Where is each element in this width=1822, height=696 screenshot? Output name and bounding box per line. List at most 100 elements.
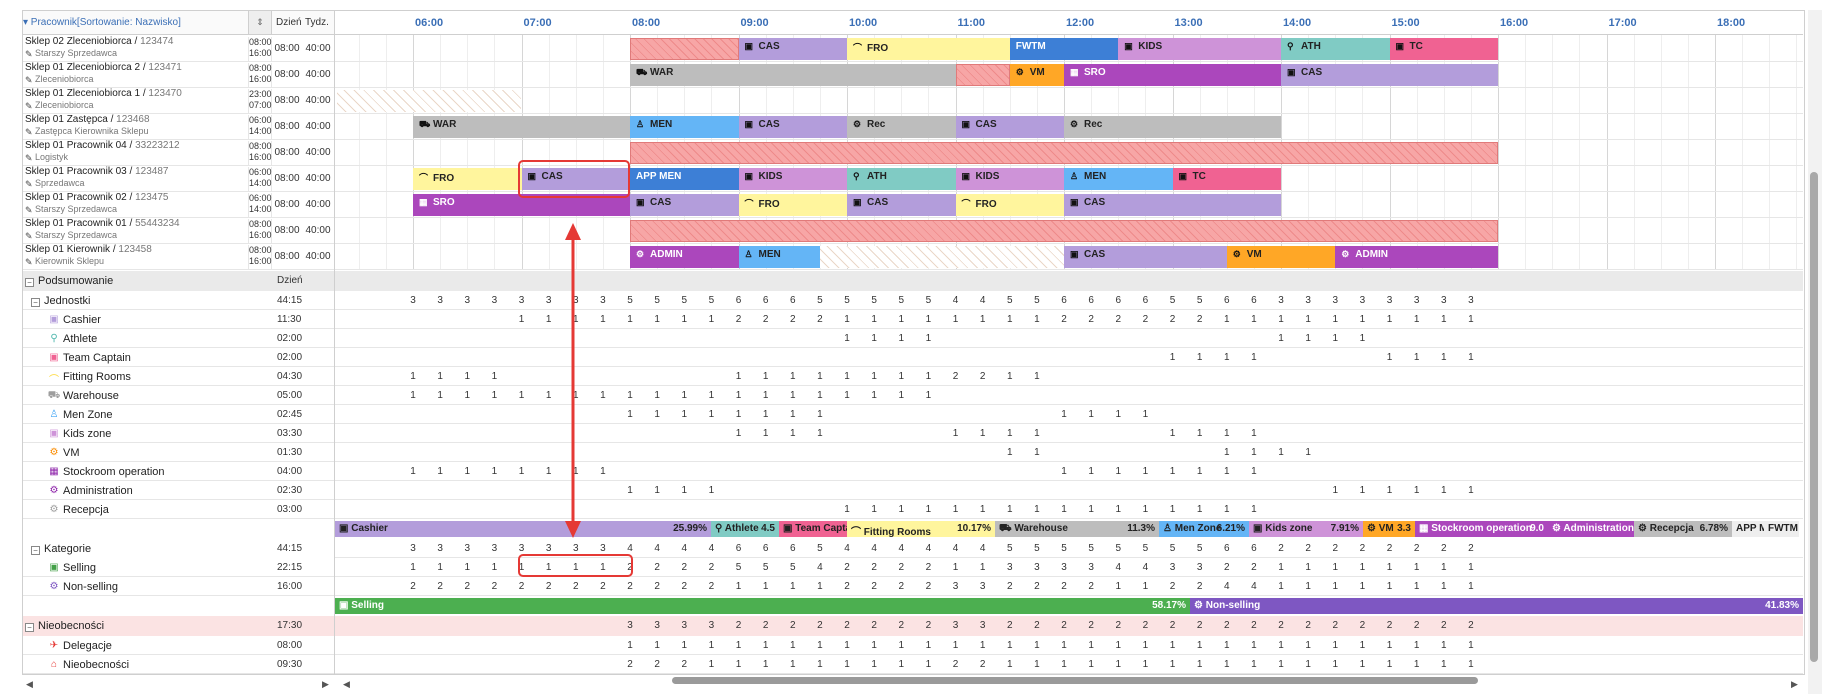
unit-bar-segment[interactable]: ♙ Men Zone 6.21% [1159, 521, 1249, 537]
shift-block[interactable]: ▣ CAS [738, 38, 847, 60]
off-shift-block[interactable] [337, 90, 522, 112]
left-horizontal-scrollbar[interactable]: ◀ ▶ [22, 674, 335, 694]
pencil-icon[interactable]: ✎ [25, 231, 33, 241]
unit-cell: 1 [1034, 504, 1040, 515]
shift-block[interactable]: ⚙ VM [1009, 64, 1064, 86]
shift-block[interactable]: ⛟ WAR [630, 64, 956, 86]
pencil-icon[interactable]: ✎ [25, 205, 33, 215]
employee-row[interactable]: Sklep 01 Pracownik 02 / 123475 ✎ Starszy S… [23, 192, 248, 218]
shift-block[interactable]: ♙ MEN [1064, 168, 1173, 190]
unavailable-block[interactable] [630, 220, 1498, 242]
collapse-toggle-icon[interactable]: − [25, 623, 34, 632]
shift-block[interactable]: ⚲ ATH [1281, 38, 1390, 60]
shift-block[interactable]: ▦ SRO [413, 194, 630, 216]
employee-row[interactable]: Sklep 01 Pracownik 01 / 55443234 ✎ Starszy… [23, 218, 248, 244]
shift-block[interactable]: ▣ KIDS [1118, 38, 1281, 60]
category-bar-segment[interactable]: ▣ Selling 58.17% [335, 598, 1190, 614]
shift-block[interactable]: ⌒ FRO [847, 38, 1010, 60]
timeline-scroll-left-icon[interactable]: ◀ [343, 679, 350, 689]
shift-block[interactable]: ▣ CAS [521, 168, 630, 190]
shift-block[interactable]: ⚙ ADMIN [1335, 246, 1498, 268]
unit-bar-segment[interactable]: ⚙ VM 3.3 [1363, 521, 1415, 537]
employee-row[interactable]: Sklep 01 Kierownik / 123458 ✎ Kierownik Sk… [23, 244, 248, 270]
unit-bar-segment[interactable]: APP M [1732, 521, 1764, 537]
shift-block[interactable]: ⚲ ATH [847, 168, 956, 190]
shift-block[interactable]: ▣ KIDS [738, 168, 847, 190]
categories-total-cell: 2 [1305, 543, 1311, 554]
sort-toggle-icon[interactable]: ⇕ [248, 11, 272, 34]
unit-bar-segment[interactable]: FWTM [1764, 521, 1799, 537]
unit-bar-segment[interactable]: ▣ Team Captain [779, 521, 847, 537]
pencil-icon[interactable]: ✎ [25, 75, 33, 85]
shift-block[interactable]: FWTM [1009, 38, 1119, 60]
employee-row[interactable]: Sklep 01 Pracownik 04 / 33223212 ✎ Logisty… [23, 140, 248, 166]
shift-block[interactable]: ♙ MEN [738, 246, 820, 268]
unit-bar-segment[interactable]: ⚙ Administration [1548, 521, 1634, 537]
shift-block[interactable]: ▣ CAS [630, 194, 739, 216]
pencil-icon[interactable]: ✎ [25, 127, 33, 137]
unavailable-block[interactable] [630, 38, 739, 60]
summary-title[interactable]: − Podsumowanie [25, 275, 113, 287]
shift-block[interactable]: ♙ MEN [630, 116, 739, 138]
units-title[interactable]: − Jednostki [31, 295, 90, 307]
pencil-icon[interactable]: ✎ [25, 257, 33, 267]
unit-bar-segment[interactable]: ⌒ Fitting Rooms 10.17% [847, 521, 995, 537]
scroll-right-icon[interactable]: ▶ [322, 679, 329, 689]
shift-block[interactable]: ⚙ Rec [847, 116, 956, 138]
absences-header[interactable] [23, 616, 334, 636]
employee-row[interactable]: Sklep 02 Zleceniobiorca / 123474 ✎ Starszy… [23, 36, 248, 62]
row-divider [335, 557, 1803, 558]
shift-block[interactable]: ⛟ WAR [413, 116, 630, 138]
unavailable-block[interactable] [630, 142, 1498, 164]
pencil-icon[interactable]: ✎ [25, 49, 33, 59]
employee-row[interactable]: Sklep 01 Zastępca / 123468 ✎ Zastępca Kier… [23, 114, 248, 140]
shift-block[interactable]: ⌒ FRO [413, 168, 522, 190]
shift-block[interactable]: ⚙ VM [1226, 246, 1336, 268]
off-shift-block[interactable] [819, 246, 1064, 268]
unit-cell: 1 [1006, 428, 1013, 439]
shift-block[interactable]: ⚙ Rec [1064, 116, 1281, 138]
shift-block[interactable]: APP MEN [630, 168, 739, 190]
shift-block[interactable]: ⌒ FRO [955, 194, 1064, 216]
sort-dropdown[interactable]: ▾ Pracownik[Sortowanie: Nazwisko] [23, 17, 181, 28]
shift-block[interactable]: ▣ CAS [1064, 194, 1281, 216]
summary-header[interactable] [23, 271, 334, 291]
employee-row[interactable]: Sklep 01 Zleceniobiorca 2 / 123471 ✎ Zlece… [23, 62, 248, 88]
scroll-left-icon[interactable]: ◀ [26, 679, 33, 689]
shift-block[interactable]: ▣ CAS [738, 116, 847, 138]
shift-block[interactable]: ▣ CAS [847, 194, 956, 216]
unit-bar-segment[interactable]: ▣ Kids zone 7.91% [1249, 521, 1363, 537]
shift-block[interactable]: ⚙ ADMIN [630, 246, 739, 268]
unit-bar-segment[interactable]: ⚙ Recepcja 6.78% [1634, 521, 1732, 537]
category-bar-segment-label: Non-selling [1205, 600, 1261, 611]
unit-bar-segment[interactable]: ⛟ Warehouse 11.3% [995, 521, 1159, 537]
shift-block[interactable]: ▣ TC [1389, 38, 1498, 60]
shift-block[interactable]: ▣ CAS [1064, 246, 1227, 268]
shift-block[interactable]: ▣ TC [1172, 168, 1281, 190]
pencil-icon[interactable]: ✎ [25, 101, 33, 111]
unit-bar-segment[interactable]: ▦ Stockroom operation 9.0 [1415, 521, 1548, 537]
unavailable-block[interactable] [955, 64, 1010, 86]
timeline-scroll-right-icon[interactable]: ▶ [1791, 679, 1798, 689]
pencil-icon[interactable]: ✎ [25, 153, 33, 163]
collapse-toggle-icon[interactable]: − [25, 278, 34, 287]
categories-title[interactable]: − Kategorie [31, 543, 91, 555]
shift-block[interactable]: ▦ SRO [1064, 64, 1281, 86]
units-collapse-icon[interactable]: − [31, 298, 40, 307]
timeline-scroll-thumb[interactable] [672, 677, 1478, 684]
absences-total-cell: 2 [898, 620, 905, 631]
vertical-scroll-thumb[interactable] [1810, 172, 1818, 662]
shift-block[interactable]: ▣ CAS [955, 116, 1064, 138]
pencil-icon[interactable]: ✎ [25, 179, 33, 189]
employee-row[interactable]: Sklep 01 Zleceniobiorca 1 / 123470 ✎ Zlece… [23, 88, 248, 114]
category-bar-segment[interactable]: ⚙ Non-selling 41.83% [1190, 598, 1803, 614]
absences-title[interactable]: − Nieobecności [25, 620, 104, 632]
unit-bar-segment[interactable]: ▣ Cashier 25.99% [335, 521, 711, 537]
unit-cell: 1 [789, 390, 796, 401]
shift-block[interactable]: ▣ KIDS [955, 168, 1064, 190]
categories-collapse-icon[interactable]: − [31, 546, 40, 555]
unit-bar-segment[interactable]: ⚲ Athlete 4.5 [711, 521, 779, 537]
employee-row[interactable]: Sklep 01 Pracownik 03 / 123487 ✎ Sprzedawc… [23, 166, 248, 192]
shift-block[interactable]: ▣ CAS [1281, 64, 1498, 86]
shift-block[interactable]: ⌒ FRO [738, 194, 847, 216]
